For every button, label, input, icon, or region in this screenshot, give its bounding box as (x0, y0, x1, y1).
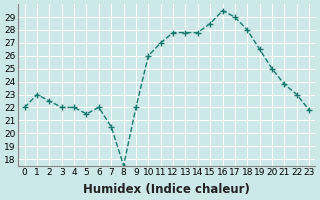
X-axis label: Humidex (Indice chaleur): Humidex (Indice chaleur) (84, 183, 250, 196)
